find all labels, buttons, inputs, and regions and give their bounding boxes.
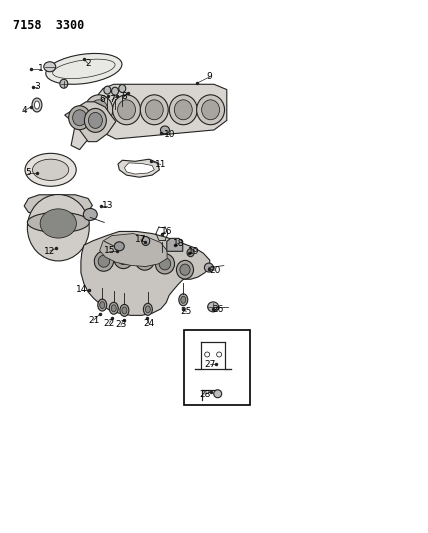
Ellipse shape (25, 154, 76, 186)
Ellipse shape (113, 95, 140, 125)
Ellipse shape (160, 126, 169, 134)
Ellipse shape (135, 250, 155, 270)
Ellipse shape (205, 263, 214, 272)
Text: 9: 9 (207, 72, 213, 82)
Ellipse shape (98, 299, 107, 311)
Ellipse shape (146, 306, 150, 313)
Ellipse shape (142, 237, 150, 246)
Ellipse shape (174, 100, 192, 120)
Text: 7: 7 (109, 95, 115, 104)
Ellipse shape (60, 79, 68, 88)
Text: 21: 21 (88, 316, 99, 325)
Ellipse shape (33, 159, 69, 181)
Ellipse shape (89, 112, 102, 128)
Polygon shape (24, 195, 92, 214)
Ellipse shape (40, 209, 77, 238)
Ellipse shape (73, 110, 86, 126)
Ellipse shape (159, 258, 171, 270)
Ellipse shape (176, 261, 193, 279)
Ellipse shape (179, 294, 188, 306)
Ellipse shape (112, 87, 119, 95)
Text: 12: 12 (44, 247, 56, 256)
Ellipse shape (202, 100, 220, 120)
Text: 11: 11 (155, 160, 166, 169)
Ellipse shape (32, 98, 42, 112)
Ellipse shape (143, 303, 152, 316)
Polygon shape (118, 159, 159, 177)
Bar (184, 330, 250, 405)
Polygon shape (100, 233, 167, 266)
Ellipse shape (27, 212, 89, 232)
Ellipse shape (114, 242, 124, 251)
Ellipse shape (84, 108, 107, 132)
Text: 10: 10 (163, 130, 175, 139)
Text: 28: 28 (199, 390, 210, 399)
Text: 15: 15 (104, 246, 115, 255)
Ellipse shape (109, 302, 118, 314)
Ellipse shape (205, 352, 210, 357)
Text: 19: 19 (188, 247, 199, 256)
Text: 18: 18 (173, 239, 185, 248)
Text: 8: 8 (122, 92, 127, 101)
Ellipse shape (120, 304, 129, 317)
Ellipse shape (46, 53, 122, 84)
Text: 2: 2 (85, 59, 91, 68)
Ellipse shape (111, 305, 116, 312)
Ellipse shape (181, 296, 186, 303)
Text: 1: 1 (39, 64, 44, 74)
Text: 26: 26 (213, 304, 224, 313)
Ellipse shape (35, 101, 39, 109)
Polygon shape (81, 231, 210, 316)
Ellipse shape (98, 255, 110, 267)
Ellipse shape (122, 307, 127, 314)
Ellipse shape (140, 95, 168, 125)
Ellipse shape (139, 254, 151, 266)
Ellipse shape (27, 195, 89, 261)
Ellipse shape (145, 100, 163, 120)
Text: 17: 17 (135, 236, 146, 245)
Ellipse shape (180, 264, 190, 275)
Text: 3: 3 (34, 83, 40, 92)
Ellipse shape (83, 208, 97, 221)
Ellipse shape (208, 302, 219, 312)
Ellipse shape (94, 251, 113, 271)
Polygon shape (65, 102, 116, 142)
Text: 5: 5 (26, 168, 31, 177)
Text: 27: 27 (204, 360, 215, 369)
Ellipse shape (90, 100, 108, 120)
Text: 24: 24 (143, 319, 155, 328)
Ellipse shape (114, 248, 133, 269)
Ellipse shape (214, 390, 222, 398)
Ellipse shape (169, 95, 197, 125)
Text: 13: 13 (101, 201, 113, 211)
Text: 23: 23 (115, 320, 127, 329)
Polygon shape (167, 238, 183, 251)
Text: 16: 16 (161, 227, 173, 236)
Text: 4: 4 (21, 107, 27, 115)
Text: 22: 22 (104, 319, 115, 328)
Ellipse shape (196, 95, 225, 125)
Text: 20: 20 (209, 266, 220, 274)
Ellipse shape (155, 254, 175, 274)
Polygon shape (71, 84, 227, 150)
Ellipse shape (118, 100, 136, 120)
Ellipse shape (119, 85, 126, 93)
Text: 14: 14 (76, 285, 87, 294)
Ellipse shape (104, 86, 111, 94)
Polygon shape (125, 163, 154, 174)
Text: 25: 25 (181, 307, 192, 316)
Text: 6: 6 (99, 95, 105, 104)
Ellipse shape (100, 302, 105, 309)
Ellipse shape (44, 62, 56, 72)
Ellipse shape (118, 253, 129, 264)
Ellipse shape (187, 249, 194, 257)
Ellipse shape (85, 95, 113, 125)
Ellipse shape (217, 352, 222, 357)
Ellipse shape (68, 106, 91, 130)
Text: 7158  3300: 7158 3300 (14, 20, 85, 33)
